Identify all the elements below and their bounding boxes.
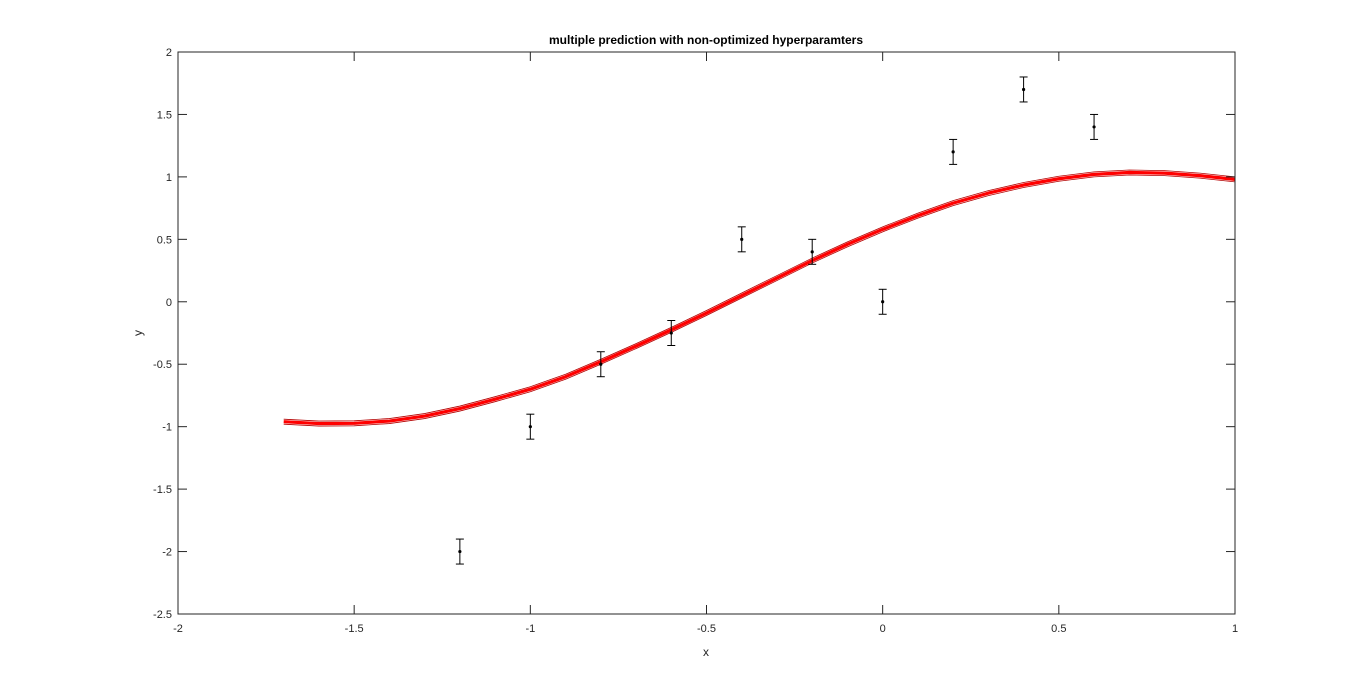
prediction-line <box>283 170 1236 426</box>
data-point <box>528 425 532 429</box>
data-point <box>740 237 744 241</box>
data-point <box>881 300 885 304</box>
y-tick-label: 1.5 <box>157 109 172 121</box>
axes-layer: -2 -1.5 -1 -0.5 0 0.5 1-2.5-2-1.5-1-0.500.511.… <box>153 47 1238 635</box>
series-layer <box>283 76 1236 565</box>
error-bar-point <box>596 351 605 378</box>
y-tick-label: -2 <box>162 547 172 559</box>
error-bar-point <box>1090 113 1099 140</box>
x-tick-label: -0.5 <box>697 623 716 635</box>
x-tick-label: 0.5 <box>1051 623 1066 635</box>
data-point <box>810 250 814 254</box>
y-tick-label: 0.5 <box>157 234 172 246</box>
y-tick-label: -0.5 <box>153 359 172 371</box>
y-tick-label: -1 <box>162 422 172 434</box>
x-tick-label: -1 <box>525 623 535 635</box>
y-tick-label: 0 <box>166 297 172 309</box>
data-point <box>669 331 673 335</box>
error-bar-point <box>667 320 676 346</box>
chart-title: multiple prediction with non-optimized h… <box>549 33 863 47</box>
x-tick-label: 1 <box>1232 623 1238 635</box>
error-bar-point <box>949 138 958 165</box>
error-bar-point <box>808 238 817 265</box>
x-tick-label: -2 <box>173 623 183 635</box>
plot-background <box>178 52 1235 614</box>
error-bar-point <box>878 288 887 315</box>
y-axis-label: y <box>131 330 145 336</box>
y-tick-label: -2.5 <box>153 609 172 621</box>
y-tick-label: -1.5 <box>153 484 172 496</box>
data-point <box>1092 125 1096 129</box>
prediction-lower-bound <box>283 174 1236 427</box>
y-tick-label: 1 <box>166 172 172 184</box>
error-bar-point <box>526 413 535 440</box>
y-tick-label: 2 <box>166 47 172 59</box>
x-axis-label: x <box>703 645 709 659</box>
data-point <box>458 549 462 554</box>
x-tick-label: -1.5 <box>345 623 364 635</box>
error-bar-point <box>1019 76 1028 103</box>
data-point <box>599 362 603 366</box>
data-point <box>951 150 955 154</box>
error-bar-point <box>455 538 464 565</box>
error-bar-point <box>737 226 746 253</box>
prediction-upper-bound <box>283 169 1236 422</box>
x-tick-label: 0 <box>880 623 886 635</box>
data-point <box>1022 87 1026 92</box>
